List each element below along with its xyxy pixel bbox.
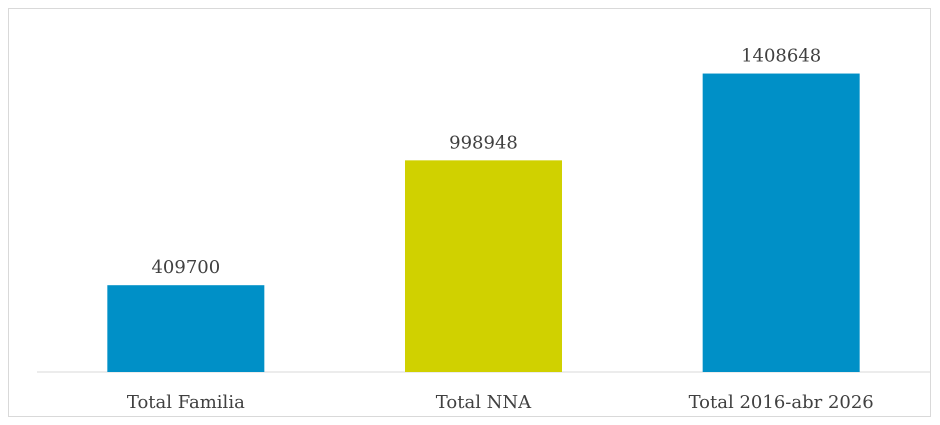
bar-total-nna — [405, 160, 562, 372]
bars-group — [107, 73, 860, 373]
category-label-total-familia: Total Familia — [127, 392, 245, 413]
category-labels-group: Total Familia Total NNA Total 2016-abr 202… — [127, 392, 874, 413]
category-label-total-2016-abr-2026: Total 2016-abr 2026 — [689, 392, 874, 413]
bar-total-2016-abr-2026 — [702, 73, 860, 373]
data-label-total-familia: 409700 — [151, 257, 220, 278]
data-label-total-nna: 998948 — [449, 132, 518, 153]
data-labels-group: 409700 998948 1408648 — [151, 46, 821, 279]
bar-total-familia — [107, 285, 265, 372]
category-label-total-nna: Total NNA — [436, 392, 532, 413]
data-label-total-2016-abr-2026: 1408648 — [741, 46, 821, 67]
